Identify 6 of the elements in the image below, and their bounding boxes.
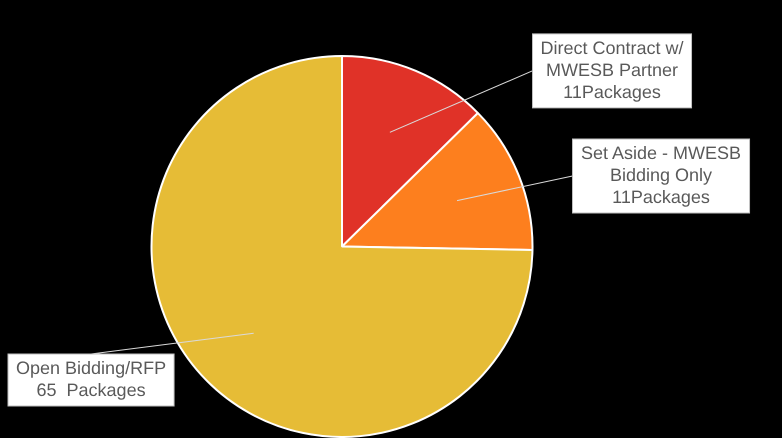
data-label: 11Packages <box>563 82 661 102</box>
data-label: 65 Packages <box>36 380 146 400</box>
slice-label: Direct Contract w/ MWESB Partner <box>540 38 684 80</box>
slice-label: Open Bidding/RFP <box>16 358 166 378</box>
slice-label: Set Aside - MWESB Bidding Only <box>580 142 742 185</box>
data-label: 11Packages <box>612 186 710 207</box>
